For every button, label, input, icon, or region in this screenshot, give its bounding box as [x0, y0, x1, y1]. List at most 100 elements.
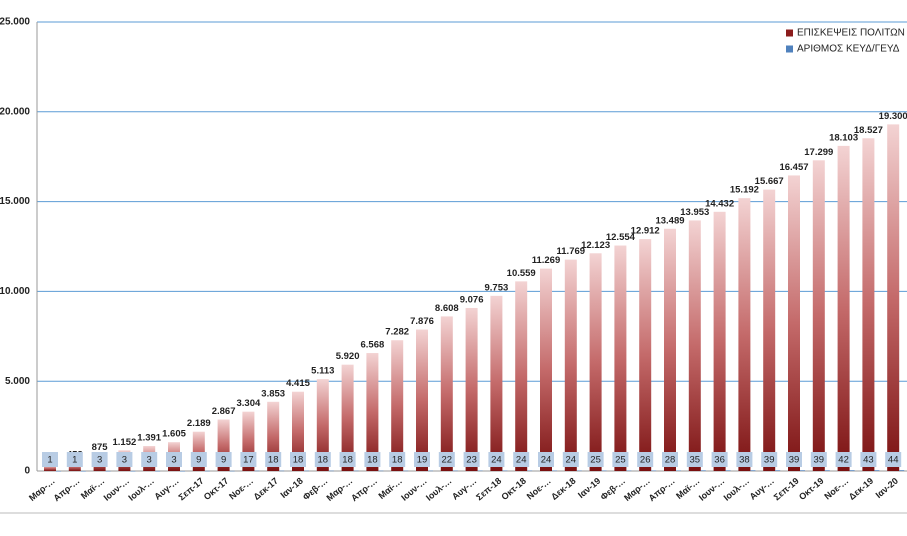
bar [490, 295, 503, 471]
x-tick-label: Δεκ-18 [549, 476, 577, 502]
value-label: 42 [838, 455, 849, 466]
x-tick-label: Ιαν-19 [576, 476, 602, 500]
value-label: 9.753 [485, 282, 509, 293]
value-label: 13.953 [680, 207, 709, 218]
value-label: 7.282 [385, 327, 409, 338]
value-label: 3.304 [237, 398, 261, 409]
x-tick-label: Ιουλ-… [424, 476, 454, 503]
value-label-box [885, 452, 902, 467]
value-label: 23 [466, 455, 477, 466]
value-label: 24 [516, 455, 527, 466]
value-label: 22 [442, 455, 453, 466]
value-label-box [414, 452, 430, 467]
bar [353, 470, 359, 472]
bar [440, 316, 453, 471]
value-label: 9 [196, 455, 201, 466]
bar [316, 379, 329, 471]
bar [515, 281, 528, 471]
x-tick-label: Μαρ-… [27, 476, 57, 503]
value-label: 4.415 [286, 378, 310, 389]
value-label-box [686, 452, 703, 467]
value-label: 7.876 [410, 316, 434, 327]
bar [639, 239, 652, 471]
value-label-box [711, 452, 728, 467]
value-label: 3 [97, 455, 102, 466]
x-tick-label: Αυγ-… [748, 476, 776, 502]
value-label: 1.152 [113, 437, 137, 448]
value-label: 875 [92, 442, 109, 453]
x-tick-label: Ιουν-… [697, 476, 727, 503]
bar [589, 253, 602, 471]
bar [304, 470, 309, 472]
value-label: 10.559 [507, 268, 536, 279]
bar [812, 160, 825, 471]
value-label-box [240, 452, 257, 467]
bar [366, 353, 379, 471]
value-label-box [612, 452, 629, 467]
value-label-box [116, 452, 133, 467]
bar [540, 268, 552, 471]
value-label: 19.300 [879, 111, 907, 122]
y-tick-label: 0 [24, 466, 30, 477]
value-label-box [463, 452, 480, 467]
x-tick-label: Σεπ-17 [177, 476, 206, 503]
value-label: 35 [690, 455, 701, 466]
x-tick-label: Νοε-… [525, 476, 553, 502]
bar [416, 329, 428, 471]
bar [700, 470, 706, 471]
x-tick-label: Ιουλ-… [722, 476, 752, 503]
bar [254, 470, 260, 472]
value-label: 38 [739, 455, 750, 466]
value-label: 44 [888, 455, 899, 466]
value-label-box [835, 452, 852, 467]
x-tick-label: Σεπ-18 [474, 476, 503, 503]
bar [651, 470, 657, 472]
value-label: 14.432 [705, 198, 734, 209]
bar [477, 470, 483, 472]
value-label-box [265, 452, 282, 467]
value-label-box [190, 452, 207, 467]
x-tick-label: Οκτ-19 [797, 476, 826, 502]
value-label: 11.269 [532, 255, 561, 266]
value-label: 5.920 [336, 351, 360, 362]
value-label: 39 [764, 455, 775, 466]
bar [676, 470, 681, 471]
value-label: 17.299 [804, 147, 833, 158]
bar [552, 470, 557, 472]
value-label: 1.605 [162, 429, 186, 440]
bar [601, 470, 607, 472]
value-label: 18.527 [854, 125, 883, 136]
bar [204, 470, 210, 472]
bar [527, 470, 533, 472]
value-label: 2.867 [212, 406, 236, 417]
value-label-box [662, 452, 678, 467]
x-tick-label: Νοε-… [822, 476, 850, 502]
bar [824, 470, 830, 471]
bar [378, 470, 384, 472]
value-label: 13.489 [655, 215, 684, 226]
value-label: 1 [72, 455, 77, 466]
value-label: 18 [318, 455, 329, 466]
value-label: 17 [243, 455, 254, 466]
bar [180, 470, 185, 472]
value-label-box [761, 452, 778, 467]
x-tick-label: Σεπ-19 [772, 476, 801, 503]
value-label: 16.457 [779, 162, 808, 173]
bar [56, 470, 61, 472]
bar [292, 391, 304, 471]
y-tick-label: 10.000 [0, 286, 30, 297]
bar [738, 198, 751, 472]
x-tick-label: Απρ-… [647, 476, 677, 504]
value-label-box [637, 452, 654, 467]
x-tick-label: Φεβ-… [301, 476, 330, 502]
legend-label: ΕΠΙΣΚΕΨΕΙΣ ΠΟΛΙΤΩΝ [797, 28, 905, 39]
bar [664, 228, 676, 471]
bar [391, 340, 404, 471]
x-tick-label: Φεβ-… [598, 476, 627, 502]
x-tick-label: Οκτ-17 [202, 476, 231, 502]
value-label-box [562, 452, 579, 467]
value-label: 18 [342, 455, 353, 466]
x-tick-label: Δεκ-17 [252, 476, 280, 502]
value-label: 18 [392, 455, 403, 466]
value-label: 8.608 [435, 303, 459, 314]
